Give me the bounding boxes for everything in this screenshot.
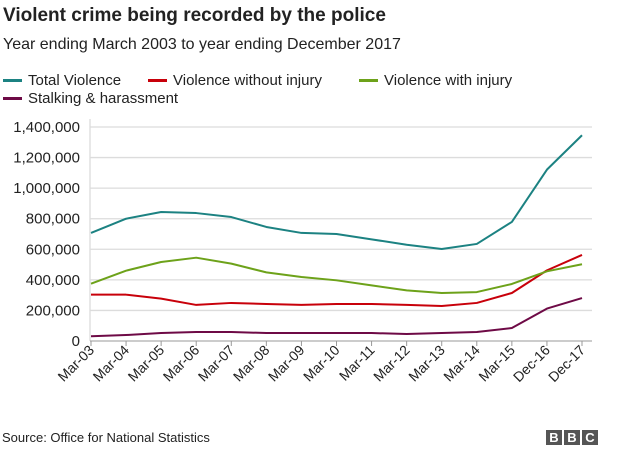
series-line-total-violence — [90, 134, 583, 250]
y-tick-label: 600,000 — [26, 241, 80, 258]
legend-label: Total Violence — [28, 72, 122, 89]
legend-swatch — [3, 97, 22, 100]
series-line-violence-without-injury — [91, 254, 583, 307]
chart-subtitle: Year ending March 2003 to year ending De… — [3, 36, 401, 53]
legend-label: Violence with injury — [384, 72, 513, 89]
legend-label: Violence without injury — [173, 72, 322, 89]
legend-swatch — [148, 79, 167, 82]
x-tick-label: Mar-04 — [90, 342, 133, 385]
y-tick-label: 1,400,000 — [13, 119, 80, 136]
x-tick-label: Mar-11 — [336, 342, 378, 384]
x-tick-label: Mar-10 — [300, 342, 343, 385]
x-tick-label: Mar-12 — [370, 342, 413, 385]
legend-item-stalking-harassment: Stalking & harassment — [3, 90, 178, 107]
legend-swatch — [3, 79, 22, 82]
x-tick-label: Mar-05 — [125, 342, 168, 385]
legend-label: Stalking & harassment — [28, 90, 179, 107]
x-tick-label: Mar-14 — [440, 342, 483, 385]
source-note: Source: Office for National Statistics — [2, 430, 210, 445]
y-tick-label: 0 — [72, 333, 80, 350]
legend-item-violence-without-injury: Violence without injury — [148, 72, 322, 89]
x-tick-label: Mar-15 — [475, 342, 518, 385]
legend-item-violence-with-injury: Violence with injury — [359, 72, 512, 89]
x-tick-label: Dec-17 — [545, 342, 588, 385]
x-tick-label: Mar-09 — [265, 342, 308, 385]
x-tick-label: Dec-16 — [510, 342, 553, 385]
legend-item-total-violence: Total Violence — [3, 72, 121, 89]
x-tick-label: Mar-06 — [160, 342, 203, 385]
chart-title: Violent crime being recorded by the poli… — [3, 5, 386, 26]
y-tick-label: 1,200,000 — [13, 150, 80, 167]
x-tick-label: Mar-08 — [230, 342, 273, 385]
x-tick-label: Mar-07 — [195, 342, 238, 385]
series-line-violence-with-injury — [90, 256, 583, 295]
y-tick-label: 1,000,000 — [13, 180, 80, 197]
series-line-stalking-harassment — [90, 297, 583, 338]
legend-swatch — [359, 79, 378, 82]
y-tick-label: 400,000 — [26, 272, 80, 289]
y-tick-label: 200,000 — [26, 302, 80, 319]
x-tick-label: Mar-13 — [405, 342, 448, 385]
y-tick-label: 800,000 — [26, 211, 80, 228]
